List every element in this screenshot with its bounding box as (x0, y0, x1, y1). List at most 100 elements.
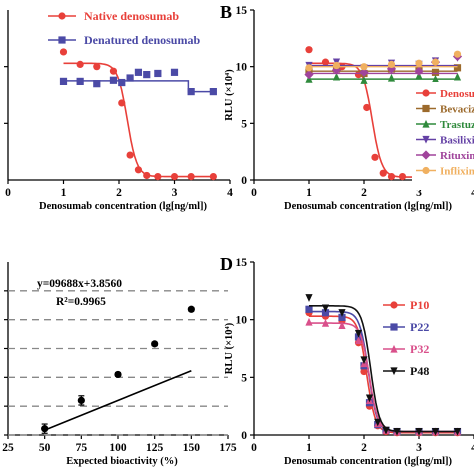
data-point (305, 64, 313, 72)
data-point (398, 173, 407, 181)
legend-marker (422, 104, 430, 113)
x-tick-label: 3 (416, 442, 422, 454)
data-point (77, 396, 85, 404)
y-tick-label: 10 (236, 62, 248, 74)
x-tick-label: 2 (361, 442, 367, 454)
data-point (332, 72, 341, 81)
data-point (109, 67, 118, 75)
data-point (154, 69, 162, 78)
legend-marker (421, 150, 431, 160)
data-point (305, 305, 313, 313)
data-point (374, 418, 382, 427)
data-point (151, 340, 159, 348)
data-point (59, 77, 68, 85)
x-axis-label: Denosumab concentration (lg[ng/ml]) (39, 201, 207, 212)
data-point (134, 68, 143, 76)
data-point (170, 173, 179, 181)
y-tick-label: 15 (236, 5, 248, 17)
y-tick-label: 15 (236, 257, 248, 269)
x-tick-label: 175 (219, 442, 237, 454)
legend-label: P22 (410, 320, 429, 334)
data-point (170, 68, 179, 76)
legend-marker (422, 119, 430, 128)
y-tick-label: 0 (241, 175, 247, 187)
x-tick-label: 150 (183, 442, 201, 454)
data-point (379, 169, 387, 177)
data-point (431, 427, 440, 436)
data-point (304, 70, 314, 80)
y-axis-label: RLU (×10⁴) (224, 322, 235, 374)
fit-curve (309, 315, 458, 434)
legend-label: Denatured denosumab (84, 33, 200, 47)
data-point (76, 77, 84, 85)
legend-marker (422, 89, 430, 97)
data-point (360, 367, 368, 376)
data-point (382, 426, 390, 435)
legend-marker (422, 135, 430, 144)
fit-curve (309, 305, 458, 433)
data-point (371, 153, 379, 161)
data-point (321, 309, 330, 317)
data-point (414, 66, 424, 76)
data-point (93, 63, 101, 71)
data-point (415, 59, 423, 67)
legend-marker (422, 166, 430, 175)
data-point (321, 58, 330, 66)
panel-letter: B (220, 2, 232, 22)
r-squared-annotation: R²=0.9965 (56, 296, 106, 308)
legend-label: P48 (410, 364, 429, 378)
data-point (321, 304, 330, 313)
x-axis-label: Denosumab concentration (lg[ng/ml]) (284, 456, 452, 467)
data-point (431, 58, 440, 66)
data-point (187, 305, 195, 313)
legend-label: Bevacizumab (440, 104, 474, 116)
data-point (126, 151, 134, 159)
data-point (143, 71, 151, 79)
data-point (453, 50, 462, 58)
legend-label: Basiliximab (440, 135, 474, 147)
data-point (114, 370, 122, 379)
x-tick-label: 1 (306, 187, 312, 199)
y-tick-label: 10 (236, 315, 248, 327)
y-tick-label: 0 (241, 430, 247, 442)
data-point (59, 48, 68, 56)
legend-label: Denosumab (440, 88, 474, 100)
x-tick-label: 75 (76, 442, 88, 454)
x-tick-label: 0 (251, 442, 257, 454)
x-axis-label: Expected bioactivity (%) (66, 456, 178, 467)
data-point (109, 76, 118, 84)
data-point (453, 427, 462, 436)
x-tick-label: 4 (471, 442, 474, 454)
data-point (338, 313, 346, 321)
data-point (415, 427, 423, 436)
x-tick-label: 2 (361, 187, 367, 199)
data-point (187, 88, 195, 96)
x-tick-label: 100 (109, 442, 127, 454)
fit-curve (63, 80, 214, 93)
data-point (41, 425, 49, 433)
data-point (134, 166, 143, 174)
data-point (118, 78, 126, 87)
legend-marker (390, 344, 398, 353)
x-tick-label: 4 (471, 187, 474, 199)
data-point (431, 68, 440, 76)
data-point (305, 294, 313, 302)
data-point (187, 173, 195, 181)
data-point (360, 76, 368, 84)
data-point (321, 319, 330, 327)
data-point (365, 394, 374, 403)
data-point (305, 46, 313, 54)
data-point (393, 427, 401, 436)
data-point (453, 72, 462, 81)
data-point (453, 64, 462, 72)
equation-annotation: y=09688x+3.8560 (37, 278, 122, 290)
x-tick-label: 0 (251, 187, 257, 199)
data-point (354, 336, 363, 345)
x-tick-label: 125 (146, 442, 164, 454)
x-tick-label: 2 (116, 187, 122, 199)
data-point (126, 74, 134, 82)
data-point (154, 173, 162, 181)
legend-marker (390, 367, 398, 376)
legend-background (412, 82, 474, 190)
